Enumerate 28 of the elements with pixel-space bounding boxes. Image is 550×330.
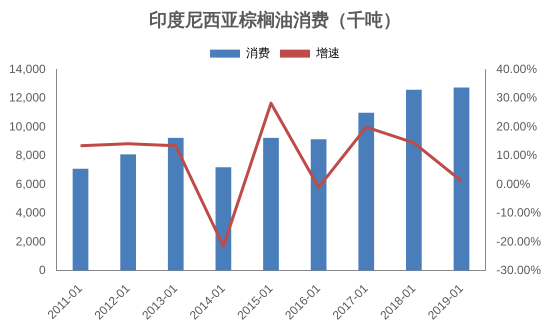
y-tick-label: 12,000 — [9, 90, 46, 105]
y2-tick-label: -20.00% — [496, 234, 542, 248]
y-tick-label: 14,000 — [9, 62, 46, 76]
y-tick-label: 0 — [39, 262, 46, 277]
bar — [216, 167, 232, 271]
legend-label: 消费 — [246, 46, 270, 60]
bar — [358, 112, 374, 271]
bar — [310, 139, 326, 271]
y2-tick-label: 20.00% — [496, 119, 538, 134]
legend-label: 增速 — [315, 46, 340, 60]
bar — [72, 168, 88, 271]
y2-tick-label: -30.00% — [496, 262, 542, 277]
y2-tick-label: 0.00% — [496, 176, 531, 191]
bar — [120, 154, 136, 271]
y-tick-label: 8,000 — [16, 148, 46, 162]
y2-tick-label: -10.00% — [496, 206, 542, 220]
y-tick-label: 2,000 — [16, 234, 46, 248]
y-tick-label: 6,000 — [16, 176, 46, 191]
bar — [263, 138, 279, 271]
chart-title: 印度尼西亚棕榈油消费（千吨） — [149, 10, 401, 30]
bar — [168, 138, 184, 271]
y2-tick-label: 10.00% — [496, 148, 538, 162]
y-tick-label: 4,000 — [16, 206, 46, 220]
bar — [454, 88, 470, 271]
bar — [406, 90, 422, 271]
y2-tick-label: 30.00% — [496, 90, 538, 105]
y2-tick-label: 40.00% — [496, 62, 538, 76]
y-tick-label: 10,000 — [9, 119, 46, 134]
